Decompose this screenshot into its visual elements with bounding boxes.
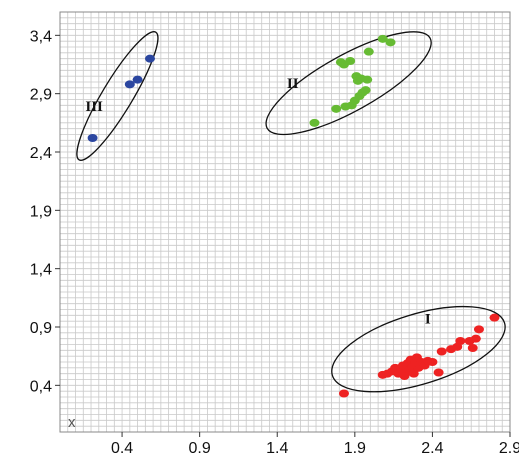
y-tick-label: 2,9 (30, 87, 52, 104)
point-cluster-iii (87, 134, 98, 142)
x-tick-label: 2.9 (499, 440, 519, 457)
point-cluster-ii (360, 86, 371, 95)
point-cluster-i (433, 368, 444, 377)
origin-marker-text: x (68, 414, 76, 431)
point-cluster-ii (385, 38, 396, 47)
point-cluster-i (338, 389, 349, 398)
point-cluster-i (436, 347, 447, 356)
x-tick-label: 0.9 (189, 440, 211, 457)
point-cluster-iii (124, 80, 135, 89)
y-tick-label: 1,9 (30, 203, 52, 220)
data-points (87, 34, 500, 398)
point-cluster-ii (331, 104, 342, 113)
point-cluster-i (427, 358, 438, 366)
point-cluster-i (467, 344, 478, 352)
grid-lines (59, 11, 511, 433)
x-axis-ticks: 0.4 0.9 1.4 1.9 2.4 2.9 (111, 432, 519, 457)
y-tick-label: 0,4 (30, 378, 52, 395)
point-cluster-i (455, 337, 466, 345)
point-cluster-i (408, 369, 419, 378)
point-cluster-i (489, 313, 500, 322)
cluster-label-ii: II (287, 76, 299, 92)
x-tick-label: 0.4 (111, 440, 133, 457)
cluster-ellipses (76, 31, 506, 393)
point-cluster-ii (377, 34, 388, 43)
point-cluster-ii (363, 47, 374, 56)
point-cluster-ii (309, 118, 320, 127)
y-tick-label: 3,4 (30, 28, 52, 45)
plot-frame (59, 11, 511, 433)
cluster-label-iii: III (85, 99, 103, 115)
y-tick-label: 1,4 (30, 262, 52, 279)
y-tick-label: 0,9 (30, 320, 52, 337)
cluster-ellipse-ii (265, 31, 432, 136)
y-tick-label: 2,4 (30, 145, 52, 162)
cluster-ellipse-i (331, 305, 506, 393)
x-tick-label: 1.4 (266, 440, 288, 457)
x-tick-label: 1.9 (344, 440, 366, 457)
point-cluster-iii (145, 54, 155, 63)
x-tick-label: 2.4 (421, 440, 443, 457)
point-cluster-i (470, 334, 481, 343)
y-axis-ticks: 3,4 2,9 2,4 1,9 1,4 0,9 0,4 (30, 28, 60, 395)
cluster-label-i: I (425, 312, 431, 328)
cluster-ellipse-iii (76, 31, 159, 161)
point-cluster-i (473, 325, 484, 334)
point-cluster-ii (362, 75, 373, 84)
point-cluster-ii (345, 57, 356, 65)
point-cluster-iii (132, 75, 143, 84)
